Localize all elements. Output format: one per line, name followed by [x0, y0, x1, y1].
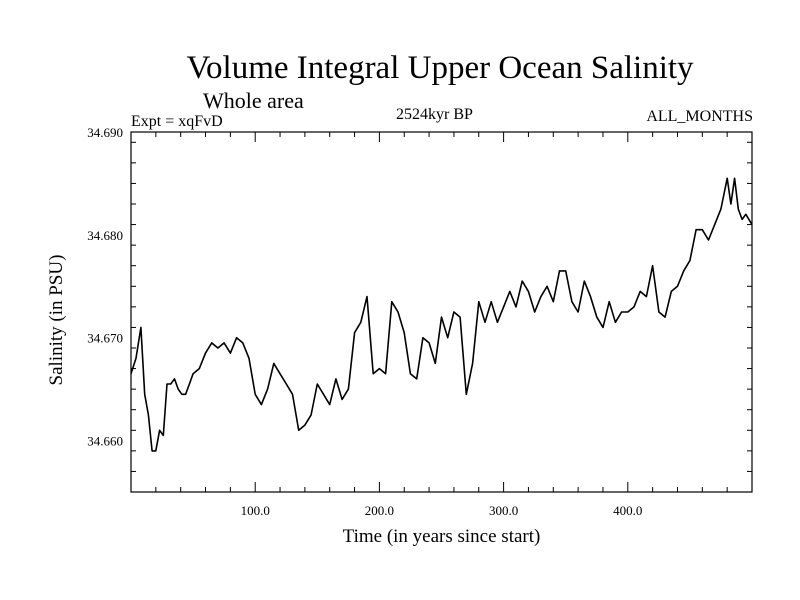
plot-area-frame: [130, 131, 753, 493]
y-axis-label: Salinity (in PSU): [46, 255, 67, 386]
period-label: 2524kyr BP: [396, 106, 473, 123]
chart-title: Volume Integral Upper Ocean Salinity: [186, 50, 694, 86]
y-tick-labels: 34.660 34.670 34.680 34.690: [87, 125, 123, 449]
x-axis-label: Time (in years since start): [343, 526, 541, 547]
x-tick-label: 200.0: [365, 503, 394, 518]
experiment-label: Expt = xqFvD: [131, 113, 223, 130]
y-tick-label: 34.670: [87, 331, 123, 346]
tick-marks: [131, 132, 752, 492]
x-tick-label: 100.0: [241, 503, 270, 518]
chart-subtitle: Whole area: [203, 88, 304, 113]
x-tick-label: 300.0: [489, 503, 518, 518]
y-tick-label: 34.690: [87, 125, 123, 140]
x-tick-label: 400.0: [613, 503, 642, 518]
x-tick-labels: 100.0 200.0 300.0 400.0: [241, 503, 643, 518]
salinity-series-line: [130, 177, 753, 452]
y-tick-label: 34.680: [87, 228, 123, 243]
months-label: ALL_MONTHS: [646, 108, 753, 125]
y-tick-label: 34.660: [87, 434, 123, 449]
